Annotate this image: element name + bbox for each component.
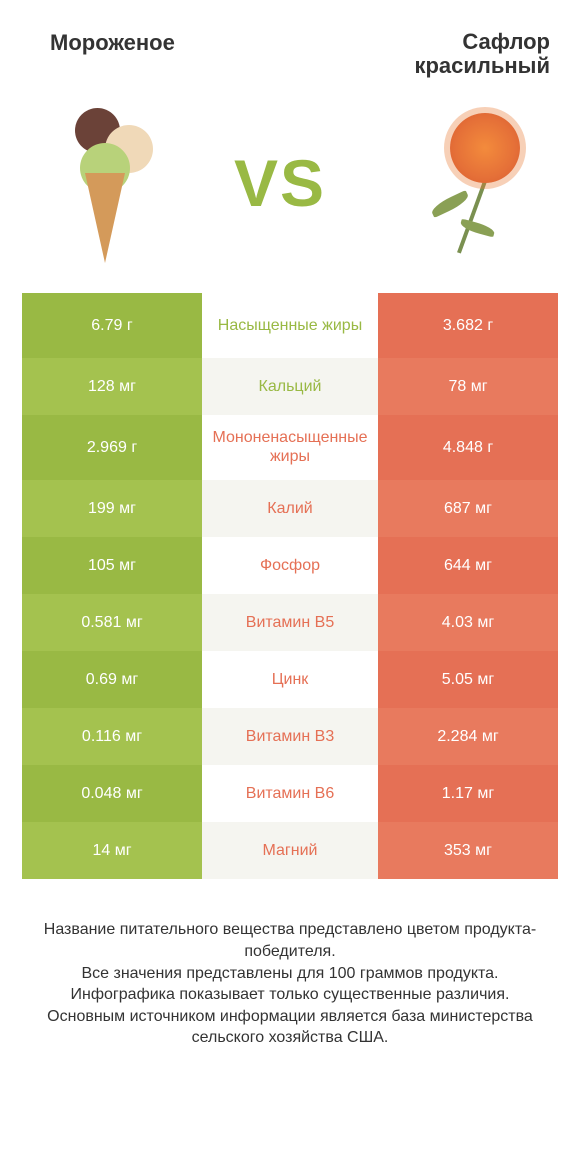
value-right: 2.284 мг (378, 708, 558, 765)
nutrient-label: Фосфор (202, 537, 378, 594)
value-right: 4.03 мг (378, 594, 558, 651)
table-row: 6.79 гНасыщенные жиры3.682 г (22, 293, 558, 358)
table-row: 128 мгКальций78 мг (22, 358, 558, 415)
title-right-line2: красильный (414, 53, 550, 78)
value-left: 199 мг (22, 480, 202, 537)
title-right: Сафлор красильный (300, 30, 550, 78)
table-row: 0.69 мгЦинк5.05 мг (22, 651, 558, 708)
nutrient-label: Магний (202, 822, 378, 879)
value-right: 687 мг (378, 480, 558, 537)
table-row: 14 мгМагний353 мг (22, 822, 558, 879)
comparison-table: 6.79 гНасыщенные жиры3.682 г128 мгКальци… (0, 293, 580, 879)
vs-label: VS (234, 145, 326, 221)
nutrient-label: Витамин B3 (202, 708, 378, 765)
value-left: 128 мг (22, 358, 202, 415)
nutrient-label: Мононенасыщенные жиры (202, 415, 378, 480)
nutrient-label: Калий (202, 480, 378, 537)
value-right: 4.848 г (378, 415, 558, 480)
nutrient-label: Кальций (202, 358, 378, 415)
table-row: 105 мгФосфор644 мг (22, 537, 558, 594)
value-left: 6.79 г (22, 293, 202, 358)
value-left: 0.581 мг (22, 594, 202, 651)
footer-note: Название питательного вещества представл… (0, 879, 580, 1049)
value-right: 1.17 мг (378, 765, 558, 822)
footer-line3: Инфографика показывает только существенн… (71, 986, 510, 1003)
header: Мороженое Сафлор красильный (0, 0, 580, 88)
table-row: 0.048 мгВитамин B61.17 мг (22, 765, 558, 822)
value-right: 353 мг (378, 822, 558, 879)
safflower-icon (400, 103, 530, 263)
value-right: 3.682 г (378, 293, 558, 358)
footer-line1: Название питательного вещества представл… (44, 921, 536, 960)
images-row: VS (0, 88, 580, 293)
value-left: 14 мг (22, 822, 202, 879)
value-left: 105 мг (22, 537, 202, 594)
value-left: 0.116 мг (22, 708, 202, 765)
nutrient-label: Витамин B6 (202, 765, 378, 822)
table-row: 199 мгКалий687 мг (22, 480, 558, 537)
value-right: 78 мг (378, 358, 558, 415)
ice-cream-icon (50, 103, 160, 263)
value-right: 644 мг (378, 537, 558, 594)
table-row: 0.581 мгВитамин B54.03 мг (22, 594, 558, 651)
nutrient-label: Насыщенные жиры (202, 293, 378, 358)
footer-line2: Все значения представлены для 100 граммо… (81, 965, 498, 982)
value-left: 0.048 мг (22, 765, 202, 822)
table-row: 2.969 гМононенасыщенные жиры4.848 г (22, 415, 558, 480)
title-left: Мороженое (30, 30, 300, 56)
value-right: 5.05 мг (378, 651, 558, 708)
value-left: 0.69 мг (22, 651, 202, 708)
nutrient-label: Витамин B5 (202, 594, 378, 651)
table-row: 0.116 мгВитамин B32.284 мг (22, 708, 558, 765)
title-right-line1: Сафлор (462, 29, 550, 54)
value-left: 2.969 г (22, 415, 202, 480)
nutrient-label: Цинк (202, 651, 378, 708)
footer-line4: Основным источником информации является … (47, 1008, 533, 1047)
